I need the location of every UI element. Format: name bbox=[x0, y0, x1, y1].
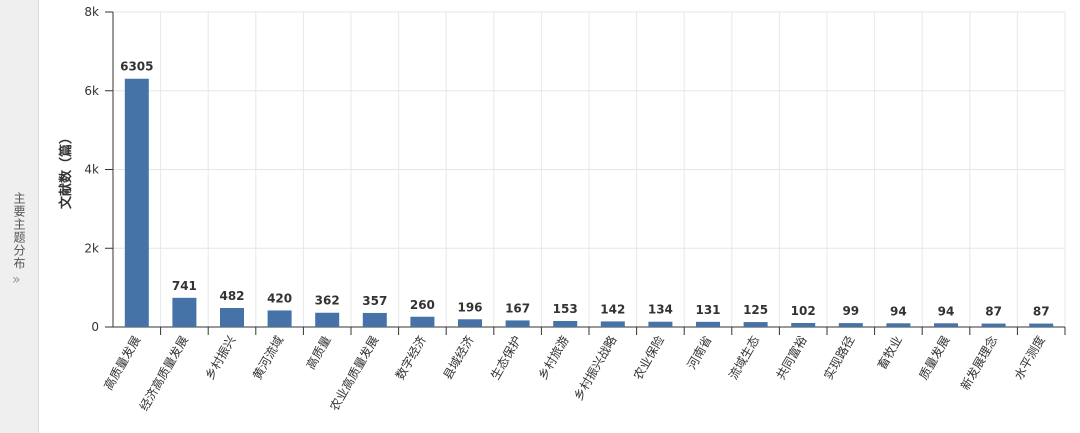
value-label: 357 bbox=[362, 294, 387, 308]
bar bbox=[410, 316, 435, 327]
bar bbox=[696, 321, 720, 327]
y-tick-label: 2k bbox=[84, 241, 99, 255]
x-tick-label: 实现路径 bbox=[820, 333, 857, 382]
x-tick-label: 生态保护 bbox=[488, 334, 524, 383]
x-tick-label: 黄河流域 bbox=[250, 334, 286, 383]
value-label: 420 bbox=[267, 291, 292, 305]
y-tick-label: 8k bbox=[84, 5, 99, 19]
value-label: 260 bbox=[410, 298, 435, 312]
bar bbox=[886, 323, 911, 327]
y-tick-label: 6k bbox=[84, 84, 99, 98]
bar bbox=[220, 308, 244, 327]
bar bbox=[553, 320, 578, 327]
value-label: 99 bbox=[842, 304, 859, 318]
x-tick-label: 农业高质量发展 bbox=[326, 333, 381, 413]
value-label: 125 bbox=[743, 303, 768, 317]
bar bbox=[791, 322, 816, 327]
bar bbox=[458, 319, 482, 327]
value-label: 102 bbox=[791, 304, 816, 318]
y-tick-label: 0 bbox=[91, 320, 99, 334]
bar bbox=[505, 320, 530, 327]
bar bbox=[267, 310, 292, 327]
x-tick-label: 共同富裕 bbox=[773, 333, 810, 382]
x-tick-label: 水平测度 bbox=[1011, 333, 1048, 382]
bar bbox=[743, 322, 768, 327]
x-tick-label: 高质量发展 bbox=[100, 333, 143, 392]
x-tick-label: 流域生态 bbox=[726, 334, 762, 383]
bar bbox=[362, 312, 387, 327]
x-tick-label: 乡村振兴 bbox=[202, 334, 238, 383]
sidebar-toggle[interactable]: » bbox=[12, 272, 21, 288]
x-tick-label: 农业保险 bbox=[630, 333, 667, 382]
x-tick-label: 乡村旅游 bbox=[536, 334, 572, 383]
x-tick-label: 经济高质量发展 bbox=[136, 333, 191, 413]
value-label: 741 bbox=[172, 279, 197, 293]
bar bbox=[934, 323, 958, 327]
x-tick-label: 县域经济 bbox=[440, 333, 477, 382]
value-label: 94 bbox=[938, 304, 955, 318]
value-label: 482 bbox=[219, 289, 244, 303]
y-tick-label: 4k bbox=[84, 163, 99, 177]
value-label: 87 bbox=[1033, 305, 1050, 319]
value-label: 131 bbox=[695, 303, 720, 317]
x-tick-label: 质量发展 bbox=[916, 333, 953, 382]
x-tick-label: 高质量 bbox=[303, 333, 334, 372]
value-label: 87 bbox=[985, 305, 1002, 319]
sidebar[interactable]: 主要主题分布 » bbox=[0, 0, 39, 433]
bar bbox=[838, 323, 863, 327]
y-axis-label: 文献数（篇） bbox=[58, 131, 74, 209]
value-label: 134 bbox=[648, 303, 673, 317]
value-label: 196 bbox=[457, 300, 482, 314]
value-label: 94 bbox=[890, 304, 907, 318]
bar bbox=[600, 321, 625, 327]
x-tick-label: 畜牧业 bbox=[874, 333, 905, 372]
value-label: 362 bbox=[315, 294, 340, 308]
bar bbox=[315, 312, 340, 327]
sidebar-title: 主要主题分布 bbox=[12, 192, 26, 270]
bar bbox=[124, 78, 149, 327]
bar bbox=[981, 323, 1006, 327]
value-label: 142 bbox=[600, 302, 625, 316]
value-label: 153 bbox=[553, 302, 578, 316]
x-tick-label: 河南省 bbox=[684, 333, 715, 372]
x-tick-label: 乡村振兴战略 bbox=[570, 333, 619, 403]
bar bbox=[648, 321, 673, 327]
value-label: 6305 bbox=[120, 60, 153, 74]
bar bbox=[1029, 323, 1054, 327]
value-label: 167 bbox=[505, 301, 530, 315]
bar bbox=[172, 297, 197, 327]
x-tick-label: 数字经济 bbox=[392, 333, 429, 382]
x-tick-label: 新发展理念 bbox=[957, 333, 1000, 392]
